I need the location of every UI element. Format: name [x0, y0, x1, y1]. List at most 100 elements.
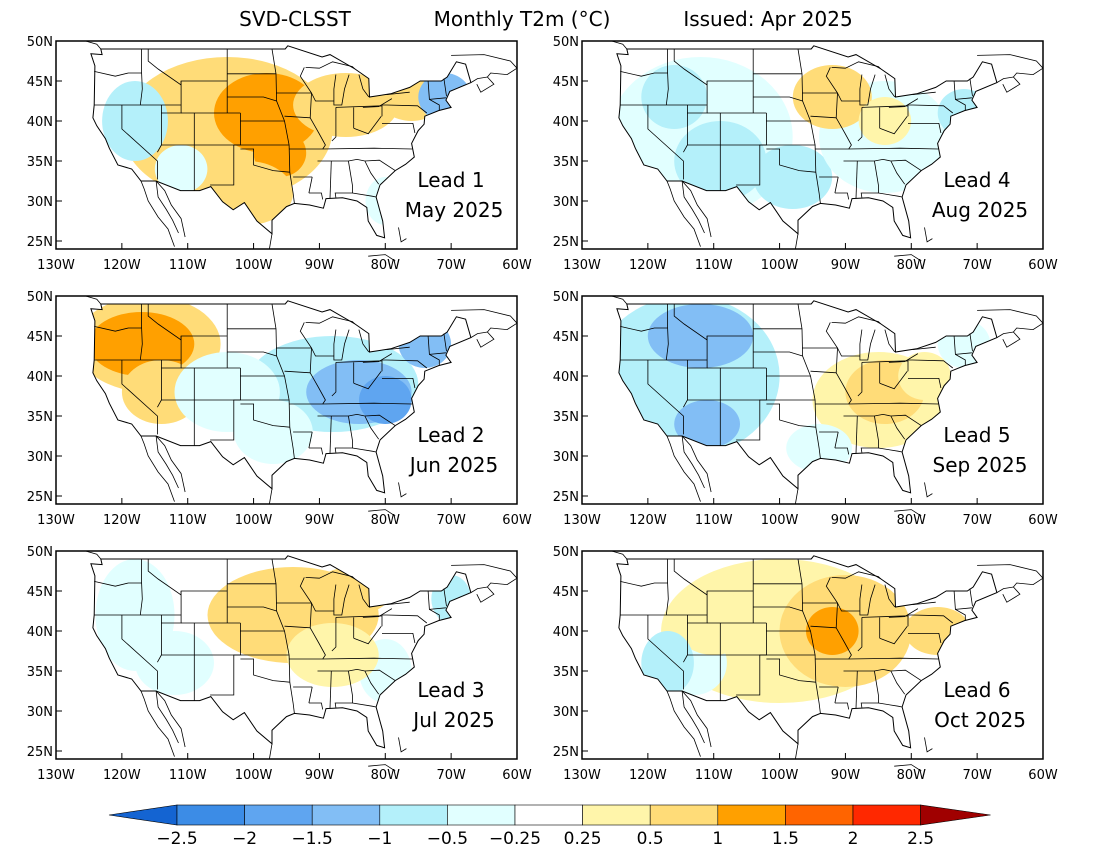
state-line	[665, 304, 669, 361]
state-line	[890, 160, 906, 185]
lat-label: 50N	[553, 35, 579, 50]
coastline	[996, 586, 1021, 603]
lon-label: 120W	[103, 513, 141, 528]
state-line	[955, 607, 972, 610]
state-line	[815, 147, 939, 150]
colorbar-label: 2.5	[907, 829, 934, 849]
lat-label: 50N	[553, 290, 579, 305]
state-line	[308, 686, 313, 704]
lon-label: 120W	[629, 258, 667, 273]
colorbar-label: −0.5	[427, 829, 468, 849]
lat-label: 25N	[27, 745, 53, 760]
lon-label: 120W	[103, 258, 141, 273]
title-model: SVD-CLSST	[239, 7, 351, 31]
lon-label: 110W	[169, 768, 207, 783]
state-line	[834, 176, 839, 194]
colorbar-swatch	[244, 804, 313, 826]
state-line	[878, 192, 903, 198]
lead-label: Lead 4	[943, 168, 1010, 192]
lat-label: 40N	[27, 370, 53, 385]
lon-label: 90W	[831, 258, 861, 273]
map-panel: 50N 45N 40N 35N 30N 25N 130W 120W 110W 100W 90W 80W…	[27, 545, 532, 783]
coastline	[155, 435, 186, 493]
lat-label: 35N	[553, 155, 579, 170]
lon-label: 100W	[235, 258, 273, 273]
state-line	[443, 333, 447, 352]
state-line	[815, 402, 939, 405]
coastline	[996, 331, 1021, 348]
anomaly-patch	[753, 145, 833, 209]
lat-label: 30N	[27, 450, 53, 465]
colorbar-swatch	[717, 804, 786, 826]
lead-label: Lead 1	[417, 168, 484, 192]
lon-label: 100W	[761, 258, 799, 273]
colorbar-swatch	[379, 804, 448, 826]
title-issued: Issued: Apr 2025	[683, 7, 852, 31]
coastline	[140, 180, 175, 247]
lat-label: 35N	[27, 410, 53, 425]
lead-month: Jun 2025	[408, 453, 499, 477]
state-line	[687, 591, 708, 624]
lat-label: 45N	[553, 330, 579, 345]
colorbar-label: −1	[367, 829, 392, 849]
state-line	[861, 360, 909, 372]
coastline	[368, 764, 396, 772]
lead-month: Oct 2025	[934, 708, 1026, 732]
state-line	[834, 192, 850, 200]
state-line	[797, 48, 821, 204]
panel-frame	[55, 40, 518, 250]
state-line	[147, 559, 228, 596]
state-line	[815, 657, 939, 660]
state-line	[673, 559, 754, 596]
anomaly-patch	[858, 97, 912, 145]
state-line	[834, 447, 850, 455]
state-line	[855, 160, 858, 199]
state-line	[969, 588, 973, 607]
lat-label: 45N	[553, 585, 579, 600]
state-line	[210, 623, 241, 696]
state-line	[427, 80, 440, 111]
coastline	[924, 227, 933, 243]
lat-label: 25N	[553, 490, 579, 505]
state-boundaries	[85, 550, 518, 772]
anomaly-patch	[904, 607, 971, 655]
lat-label: 30N	[553, 195, 579, 210]
coastline	[269, 233, 273, 250]
coastline	[888, 98, 919, 108]
coastline	[681, 180, 712, 238]
state-line	[834, 431, 839, 449]
state-boundaries	[611, 550, 1044, 772]
coastline	[333, 329, 350, 361]
state-line	[240, 403, 290, 428]
state-line	[797, 303, 821, 459]
lon-label: 60W	[502, 258, 532, 273]
us-outline	[90, 45, 472, 239]
state-line	[309, 117, 326, 150]
state-line	[861, 615, 909, 627]
state-line	[147, 304, 228, 341]
state-line	[969, 333, 973, 352]
lon-label: 110W	[169, 513, 207, 528]
state-line	[308, 176, 313, 194]
coastline	[888, 353, 919, 363]
state-line	[835, 117, 852, 150]
lead-label: Lead 3	[417, 678, 484, 702]
lon-label: 130W	[37, 258, 75, 273]
anomaly-patch	[102, 81, 168, 161]
state-line	[429, 607, 446, 610]
lon-label: 60W	[1028, 258, 1058, 273]
coastline	[155, 180, 179, 234]
colorbar-swatch	[447, 804, 516, 826]
anomaly-patch	[200, 161, 294, 225]
coastline	[795, 488, 799, 505]
lon-label: 90W	[305, 513, 335, 528]
state-line	[382, 378, 416, 389]
state-line	[736, 113, 767, 186]
state-line	[955, 97, 972, 100]
state-line	[766, 403, 816, 428]
state-line	[835, 372, 852, 405]
anomaly-patch	[792, 65, 872, 129]
colorbar-swatch	[582, 804, 651, 826]
map-panel: 50N 45N 40N 35N 30N 25N 130W 120W 110W 100W 90W 80W…	[27, 35, 532, 273]
lat-label: 50N	[27, 545, 53, 560]
